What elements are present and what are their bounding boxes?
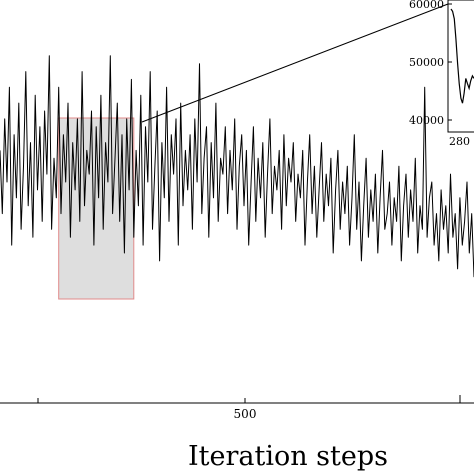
inset-series-line bbox=[450, 8, 474, 104]
x-tick-label-500: 500 bbox=[234, 407, 257, 421]
inset-series bbox=[450, 8, 474, 104]
inset-y-tick-label-50000: 50000 bbox=[409, 56, 444, 69]
inset-frame bbox=[447, 0, 474, 133]
inset-panel: 60000 50000 40000 280 bbox=[409, 0, 474, 148]
inset-connector-line bbox=[141, 3, 449, 123]
x-axis-title: Iteration steps bbox=[188, 441, 388, 472]
series-line-0 bbox=[0, 55, 474, 278]
inset-x-tick-label-280: 280 bbox=[449, 135, 470, 148]
main-series bbox=[0, 55, 474, 278]
inset-y-tick-label-40000: 40000 bbox=[409, 114, 444, 127]
inset-y-tick-label-60000: 60000 bbox=[409, 0, 444, 11]
